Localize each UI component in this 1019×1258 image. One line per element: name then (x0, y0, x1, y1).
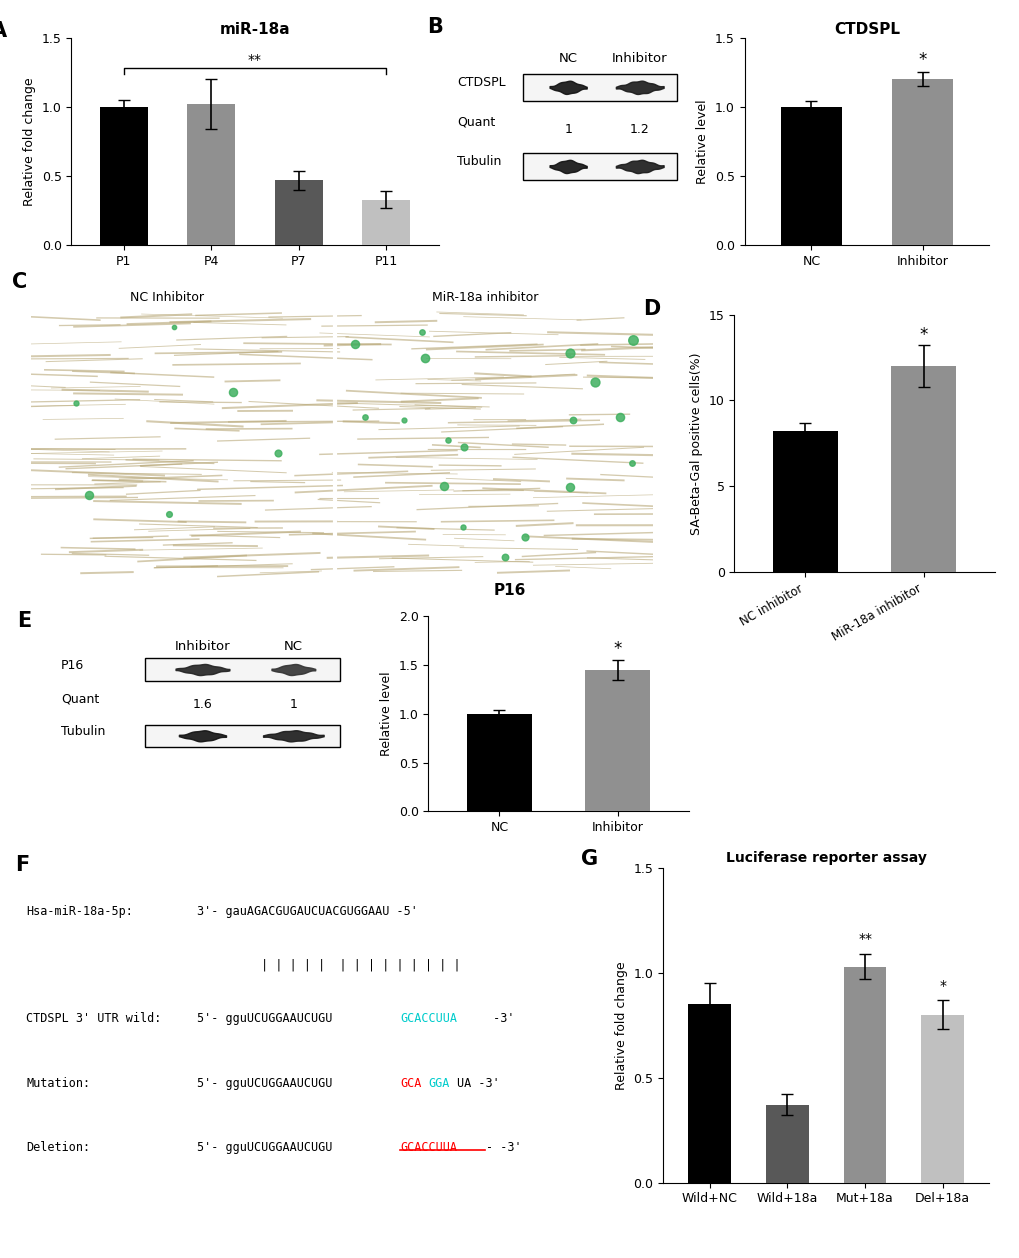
Bar (100, 107, 148, 245)
Text: -3': -3' (485, 1013, 514, 1025)
Text: E: E (17, 611, 32, 632)
Text: - -3': - -3' (485, 1141, 521, 1155)
Bar (187, 104, 235, 245)
Text: CTDSPL: CTDSPL (457, 77, 504, 89)
Text: UA -3': UA -3' (457, 1077, 499, 1089)
Text: Mutation:: Mutation: (26, 1077, 90, 1089)
Text: GCACCUUA: GCACCUUA (399, 1013, 457, 1025)
Text: *: * (938, 979, 946, 993)
Text: GCA: GCA (399, 1077, 421, 1089)
Bar (585, 671, 649, 811)
Text: Quant: Quant (457, 116, 494, 128)
Y-axis label: Relative fold change: Relative fold change (23, 77, 36, 206)
Text: 1.2: 1.2 (630, 123, 649, 136)
Text: GCACCUUA: GCACCUUA (399, 1141, 457, 1155)
Text: **: ** (248, 53, 262, 67)
Text: C: C (12, 272, 28, 292)
Bar (523, 153, 677, 180)
Bar (843, 966, 886, 1183)
Bar (145, 658, 340, 681)
Text: NC: NC (283, 640, 303, 653)
Y-axis label: Relative level: Relative level (696, 99, 708, 184)
Text: NC: NC (558, 53, 577, 65)
Text: 3'- gauAGACGUGAUCUACGUGGAAU -5': 3'- gauAGACGUGAUCUACGUGGAAU -5' (198, 905, 418, 918)
Text: MiR-18a inhibitor: MiR-18a inhibitor (431, 291, 537, 304)
Text: B: B (427, 18, 443, 38)
Text: *: * (918, 326, 927, 345)
Text: 1.6: 1.6 (193, 698, 212, 711)
Text: 1: 1 (564, 123, 572, 136)
Bar (362, 200, 410, 245)
Text: NC Inhibitor: NC Inhibitor (130, 291, 204, 304)
Title: CTDSPL: CTDSPL (834, 21, 899, 36)
Bar (274, 180, 322, 245)
Bar (892, 79, 953, 245)
Text: A: A (0, 21, 7, 42)
Bar (780, 107, 841, 245)
Title: miR-18a: miR-18a (219, 21, 290, 36)
Text: GGA: GGA (428, 1077, 449, 1089)
Text: **: ** (857, 932, 871, 946)
Text: Inhibitor: Inhibitor (174, 640, 230, 653)
Text: Tubulin: Tubulin (61, 726, 105, 738)
Text: P16: P16 (61, 659, 85, 672)
Bar (467, 713, 531, 811)
Text: G: G (581, 849, 598, 869)
Text: CTDSPL 3' UTR wild:: CTDSPL 3' UTR wild: (26, 1013, 161, 1025)
Bar (765, 1105, 808, 1183)
Y-axis label: SA-Beta-Gal positive cells(%): SA-Beta-Gal positive cells(%) (690, 352, 702, 535)
Text: Inhibitor: Inhibitor (611, 53, 666, 65)
Text: Deletion:: Deletion: (26, 1141, 90, 1155)
Bar (920, 1015, 963, 1183)
Text: 5'- gguUCUGGAAUCUGU: 5'- gguUCUGGAAUCUGU (198, 1077, 332, 1089)
Text: *: * (612, 640, 622, 658)
Bar (688, 1004, 731, 1183)
Text: 5'- gguUCUGGAAUCUGU: 5'- gguUCUGGAAUCUGU (198, 1013, 332, 1025)
Text: *: * (917, 52, 926, 69)
Text: P16: P16 (493, 582, 526, 598)
Text: F: F (14, 854, 29, 874)
Text: D: D (643, 299, 660, 320)
Y-axis label: Relative level: Relative level (380, 672, 392, 756)
Text: Quant: Quant (61, 692, 99, 706)
Bar (145, 725, 340, 747)
Bar (523, 74, 677, 101)
Bar (772, 431, 837, 572)
Text: | | | | |  | | | | | | | | |: | | | | | | | | | | | | | | (198, 959, 461, 971)
Title: Luciferase reporter assay: Luciferase reporter assay (726, 852, 925, 866)
Bar (891, 366, 955, 572)
Text: 1: 1 (289, 698, 297, 711)
Text: Hsa-miR-18a-5p:: Hsa-miR-18a-5p: (26, 905, 132, 918)
Y-axis label: Relative fold change: Relative fold change (614, 961, 627, 1089)
Text: 5'- gguUCUGGAAUCUGU: 5'- gguUCUGGAAUCUGU (198, 1141, 332, 1155)
Text: Tubulin: Tubulin (457, 155, 500, 169)
